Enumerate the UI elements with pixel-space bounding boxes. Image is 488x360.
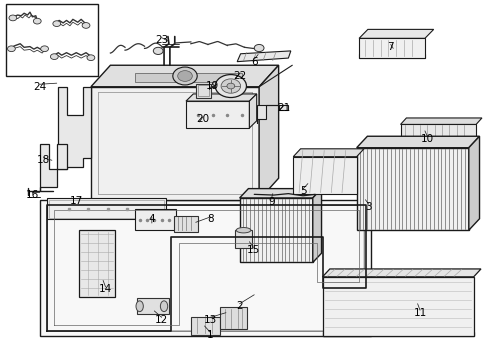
Bar [195,84,211,98]
Circle shape [221,79,240,93]
Text: 12: 12 [155,315,168,325]
Text: 3: 3 [365,202,371,212]
Circle shape [254,44,264,51]
Text: 23: 23 [155,35,168,45]
Bar [47,198,166,220]
Polygon shape [358,39,424,58]
Polygon shape [322,332,473,336]
Polygon shape [239,198,312,262]
Circle shape [50,54,58,59]
Polygon shape [185,101,249,128]
Text: 4: 4 [148,215,155,224]
Bar [5,4,98,76]
Polygon shape [356,136,479,148]
Polygon shape [322,277,473,336]
Polygon shape [312,189,321,262]
Text: 17: 17 [69,196,83,206]
Circle shape [7,46,15,51]
Polygon shape [358,30,433,39]
Circle shape [215,75,246,98]
Polygon shape [293,157,356,194]
Text: 7: 7 [386,42,393,52]
Bar [190,317,220,335]
Polygon shape [239,189,321,198]
Polygon shape [400,125,475,137]
Bar [137,298,168,315]
Text: 13: 13 [203,315,217,325]
Text: 19: 19 [206,81,219,91]
Bar [234,230,251,248]
Circle shape [9,15,17,21]
Polygon shape [356,148,468,230]
Text: 21: 21 [276,103,289,113]
Bar [135,73,242,82]
Text: 18: 18 [37,155,50,165]
Polygon shape [322,269,480,277]
Polygon shape [91,65,278,87]
Polygon shape [91,87,259,200]
Ellipse shape [136,301,143,312]
Ellipse shape [236,228,250,233]
Polygon shape [293,149,363,157]
Text: 9: 9 [267,197,274,207]
Polygon shape [400,118,481,125]
Bar [173,216,198,232]
Bar [49,200,163,218]
Text: 15: 15 [246,245,259,255]
Text: 24: 24 [33,82,46,92]
Polygon shape [249,94,256,128]
Text: 2: 2 [236,301,243,311]
Bar [40,200,370,336]
Text: 5: 5 [299,186,305,197]
Circle shape [153,47,163,54]
Circle shape [41,46,48,51]
Circle shape [33,18,41,24]
Text: 6: 6 [250,57,257,67]
Bar [47,205,363,330]
Bar [197,85,209,96]
Polygon shape [256,105,288,123]
Polygon shape [237,51,290,62]
Text: 8: 8 [206,215,213,224]
Polygon shape [185,94,256,101]
Circle shape [226,83,234,89]
Circle shape [82,23,90,28]
Polygon shape [259,65,278,200]
Circle shape [172,67,197,85]
Bar [220,307,246,329]
Circle shape [87,55,95,60]
Circle shape [53,21,61,27]
Text: 16: 16 [26,190,39,200]
Polygon shape [468,136,479,230]
Polygon shape [358,54,424,58]
Text: 22: 22 [232,71,246,81]
Text: 20: 20 [196,114,209,124]
Bar [135,209,176,230]
Circle shape [177,71,192,81]
Text: 1: 1 [206,330,213,340]
Ellipse shape [160,301,167,312]
Text: 14: 14 [99,284,112,294]
Text: 10: 10 [420,134,433,144]
Polygon shape [58,87,91,169]
Polygon shape [40,144,66,191]
Bar [79,230,115,297]
Text: 11: 11 [412,308,426,318]
